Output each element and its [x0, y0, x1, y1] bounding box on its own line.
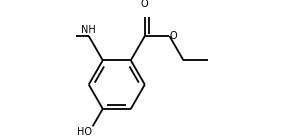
Text: HO: HO [77, 127, 91, 137]
Text: O: O [141, 0, 149, 9]
Text: O: O [170, 31, 178, 41]
Text: NH: NH [81, 25, 96, 35]
